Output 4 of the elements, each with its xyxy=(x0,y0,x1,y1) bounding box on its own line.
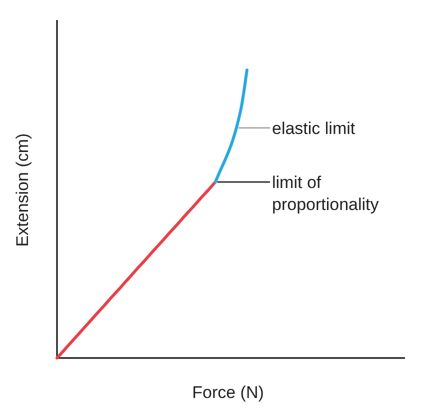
annotation: limit of proportionality xyxy=(272,173,380,214)
x-axis-title: Force (N) xyxy=(192,383,264,402)
y-axis-title: Extension (cm) xyxy=(13,133,32,247)
annotation: elastic limit xyxy=(272,118,356,138)
